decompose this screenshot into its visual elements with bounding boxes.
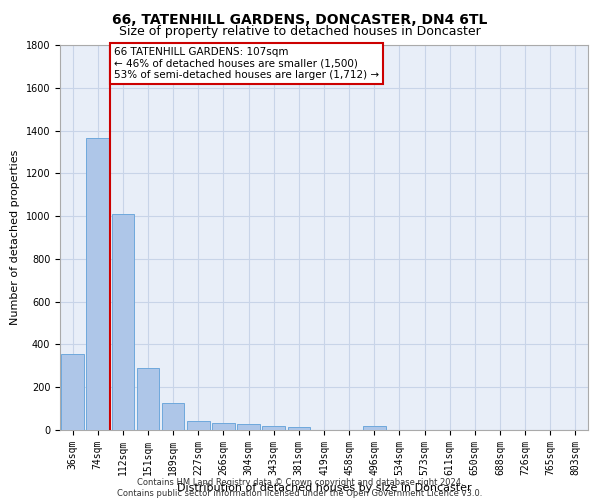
Bar — [212, 422, 235, 430]
Bar — [262, 426, 285, 430]
Y-axis label: Number of detached properties: Number of detached properties — [10, 150, 20, 325]
Bar — [112, 214, 134, 430]
Bar — [363, 426, 386, 430]
Bar — [137, 368, 160, 430]
Text: 66, TATENHILL GARDENS, DONCASTER, DN4 6TL: 66, TATENHILL GARDENS, DONCASTER, DN4 6T… — [112, 12, 488, 26]
X-axis label: Distribution of detached houses by size in Doncaster: Distribution of detached houses by size … — [176, 484, 472, 494]
Bar — [86, 138, 109, 430]
Bar — [287, 427, 310, 430]
Bar — [187, 421, 209, 430]
Bar — [162, 403, 184, 430]
Text: Contains HM Land Registry data © Crown copyright and database right 2024.
Contai: Contains HM Land Registry data © Crown c… — [118, 478, 482, 498]
Bar — [237, 424, 260, 430]
Text: 66 TATENHILL GARDENS: 107sqm
← 46% of detached houses are smaller (1,500)
53% of: 66 TATENHILL GARDENS: 107sqm ← 46% of de… — [114, 47, 379, 80]
Bar — [61, 354, 84, 430]
Text: Size of property relative to detached houses in Doncaster: Size of property relative to detached ho… — [119, 25, 481, 38]
